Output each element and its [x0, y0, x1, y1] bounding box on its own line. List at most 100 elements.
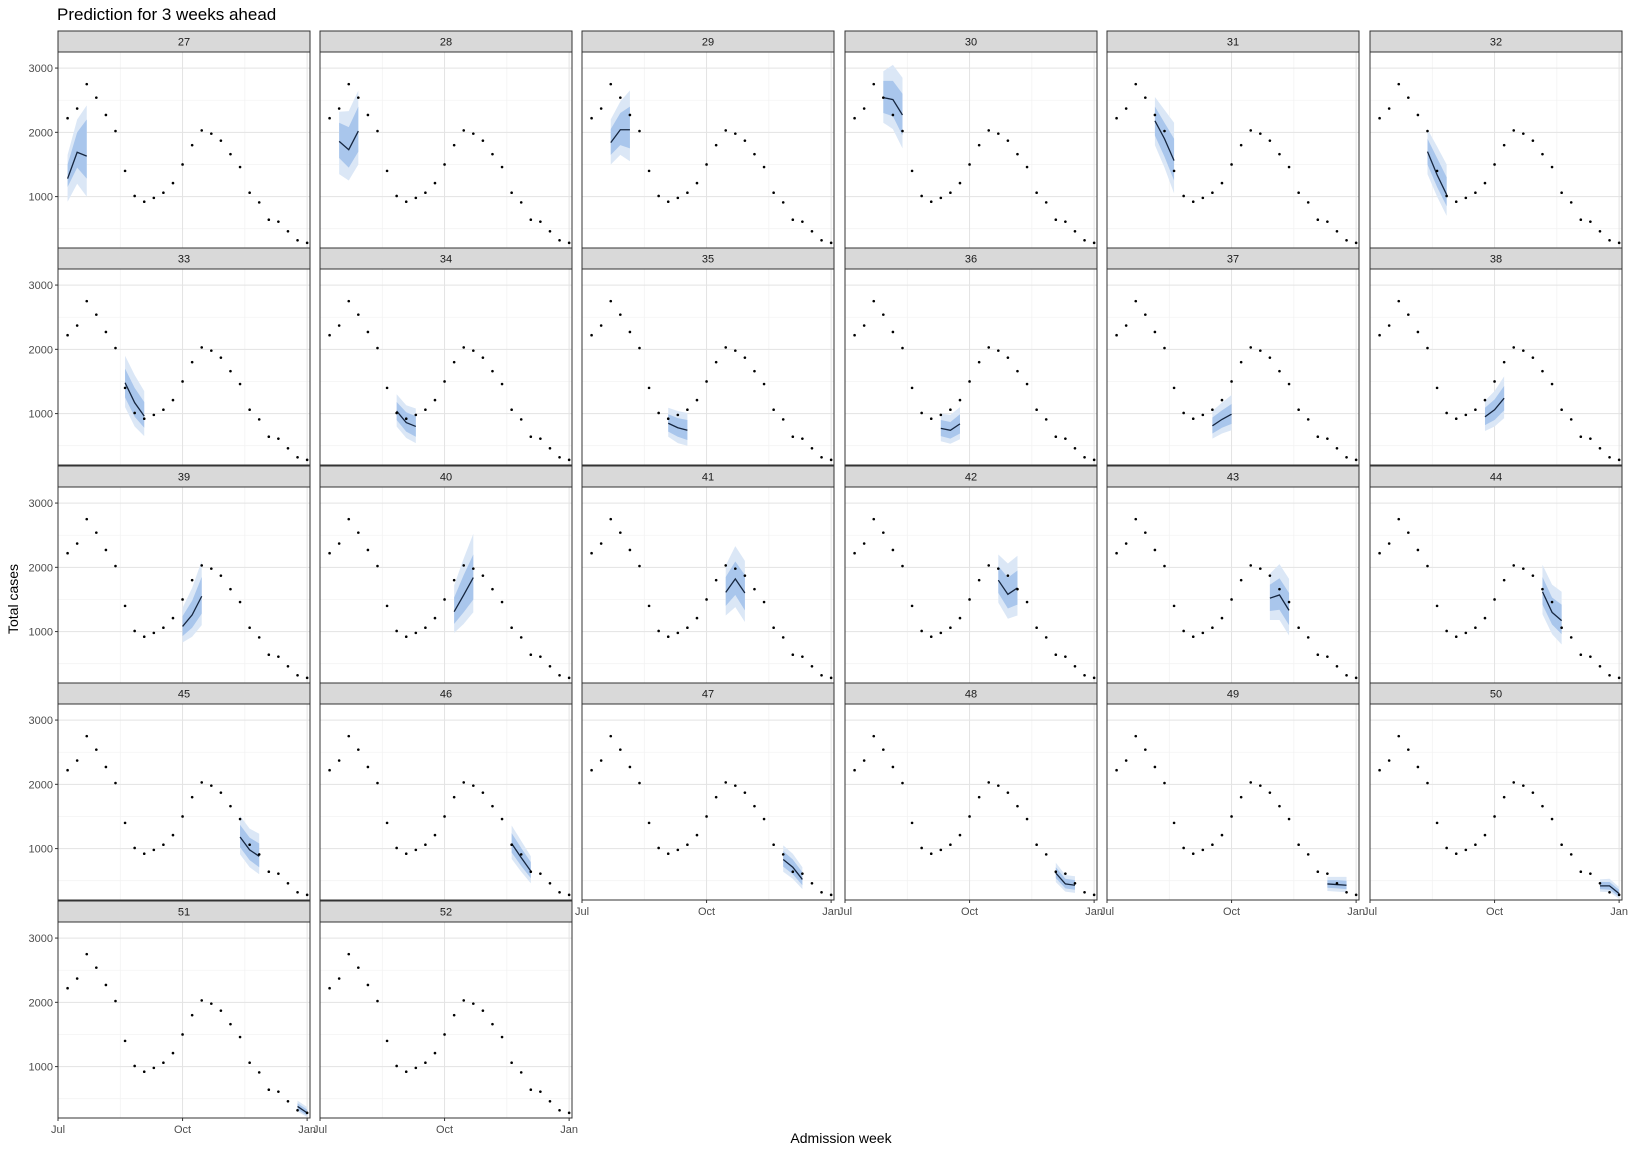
observed-point	[548, 881, 552, 885]
observed-point	[219, 139, 223, 142]
observed-point	[133, 411, 136, 415]
observed-point	[510, 191, 513, 195]
observed-point	[829, 676, 833, 680]
observed-point	[1464, 848, 1468, 852]
observed-point	[395, 194, 398, 198]
y-tick-label: 1000	[29, 844, 53, 856]
facet-strip-label: 27	[178, 37, 190, 49]
observed-point	[238, 1035, 242, 1039]
panel-background	[320, 269, 572, 465]
prediction-interval-inner	[883, 80, 903, 136]
observed-point	[619, 313, 622, 316]
observed-point	[1426, 129, 1429, 133]
observed-point	[1191, 852, 1195, 856]
observed-point	[901, 129, 904, 133]
observed-point	[1182, 846, 1185, 850]
observed-point	[296, 238, 299, 242]
observed-point	[1044, 853, 1048, 856]
prediction-interval-inner	[1484, 385, 1505, 426]
observed-point	[1211, 843, 1214, 847]
observed-point	[599, 542, 603, 545]
facet-panel-48: 48 Jul Oct Jan	[838, 682, 1103, 918]
observed-point	[104, 765, 108, 769]
observed-point	[95, 966, 98, 969]
observed-point	[1306, 201, 1310, 204]
observed-point	[337, 324, 341, 327]
observed-point	[462, 129, 466, 132]
observed-point	[1083, 238, 1086, 242]
panel-background	[1370, 487, 1622, 683]
observed-point	[657, 194, 660, 198]
observed-point	[801, 655, 804, 658]
observed-point	[1035, 408, 1038, 412]
prediction-median-line	[1269, 594, 1290, 611]
observed-point	[347, 82, 351, 86]
x-tick-label: Jan	[1347, 906, 1365, 918]
observed-point	[619, 748, 622, 751]
panel-background	[1370, 269, 1622, 465]
prediction-median-line	[610, 129, 630, 143]
observed-point	[619, 531, 622, 534]
observed-point	[267, 870, 271, 874]
observed-point	[1278, 369, 1281, 373]
facet-strip-label: 34	[440, 254, 452, 266]
observed-point	[1397, 734, 1401, 738]
observed-point	[286, 664, 290, 668]
y-tick-label: 3000	[29, 933, 53, 945]
facet-panel-30: 30	[844, 30, 1098, 249]
observed-point	[229, 152, 232, 156]
observed-point	[1493, 380, 1496, 383]
facet-panel-52: 52 Jul Oct Jan	[313, 900, 578, 1136]
observed-point	[1044, 636, 1048, 639]
observed-point	[1474, 626, 1477, 630]
observed-point	[1306, 853, 1310, 856]
observed-point	[791, 218, 795, 222]
observed-point	[695, 181, 699, 185]
observed-point	[1124, 107, 1128, 110]
y-tick-label: 3000	[29, 715, 53, 727]
observed-point	[801, 220, 804, 223]
observed-point	[248, 843, 251, 847]
observed-point	[1268, 791, 1272, 794]
observed-point	[920, 194, 923, 198]
observed-point	[200, 781, 204, 784]
observed-point	[1464, 413, 1468, 417]
observed-point	[743, 791, 747, 794]
observed-point	[433, 833, 437, 837]
observed-point	[385, 386, 389, 390]
observed-point	[366, 983, 370, 987]
observed-point	[1134, 517, 1138, 521]
observed-point	[1278, 587, 1281, 591]
observed-point	[529, 653, 533, 657]
observed-point	[114, 781, 117, 785]
observed-point	[1335, 446, 1339, 450]
observed-point	[619, 96, 622, 99]
observed-point	[810, 229, 814, 233]
observed-point	[491, 587, 494, 591]
facet-strip-label: 39	[178, 472, 190, 484]
observed-point	[1153, 113, 1157, 117]
observed-point	[404, 635, 408, 639]
panel-background	[320, 52, 572, 248]
observed-point	[519, 1071, 523, 1074]
observed-point	[724, 781, 728, 784]
facet-panel-39: 39 1000 2000 3000	[29, 465, 311, 684]
prediction-median-line	[396, 410, 417, 428]
observed-point	[901, 564, 904, 568]
observed-point	[286, 446, 290, 450]
observed-point	[404, 417, 408, 421]
facet-panel-47: 47 Jul Oct Jan	[575, 682, 840, 918]
prediction-median-line	[997, 579, 1018, 596]
y-tick-label: 2000	[29, 127, 53, 139]
observed-point	[862, 324, 866, 327]
observed-point	[238, 600, 242, 604]
observed-point	[114, 999, 117, 1003]
observed-point	[686, 843, 689, 847]
observed-point	[558, 673, 561, 677]
observed-point	[1201, 413, 1205, 417]
facet-panel-45: 45 1000 2000 3000	[29, 682, 311, 901]
x-tick-label: Jan	[1085, 906, 1103, 918]
observed-point	[162, 1061, 165, 1065]
panel-border	[844, 703, 1098, 901]
observed-point	[462, 346, 466, 349]
